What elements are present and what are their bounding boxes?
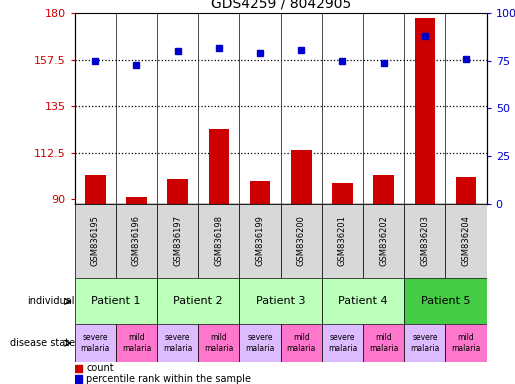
Text: mild
malaria: mild malaria	[369, 333, 399, 353]
Text: severe
malaria: severe malaria	[80, 333, 110, 353]
Bar	[404, 204, 445, 278]
Text: GSM836202: GSM836202	[379, 215, 388, 266]
Bar	[239, 324, 281, 362]
Text: Patient 3: Patient 3	[256, 296, 305, 306]
Bar	[363, 204, 404, 278]
Bar	[126, 197, 147, 204]
Bar	[373, 175, 394, 204]
Bar	[332, 183, 353, 204]
Bar	[445, 324, 487, 362]
Bar	[198, 324, 239, 362]
Bar	[75, 204, 116, 278]
Bar	[281, 324, 322, 362]
Bar	[404, 278, 487, 324]
Bar	[116, 324, 157, 362]
Bar	[250, 181, 270, 204]
Bar	[456, 177, 476, 204]
Bar	[281, 204, 322, 278]
Text: mild
malaria: mild malaria	[286, 333, 316, 353]
Bar	[239, 278, 322, 324]
Text: mild
malaria: mild malaria	[451, 333, 481, 353]
Bar	[445, 204, 487, 278]
Text: severe
malaria: severe malaria	[163, 333, 193, 353]
Text: mild
malaria: mild malaria	[204, 333, 234, 353]
Bar	[75, 375, 82, 383]
Title: GDS4259 / 8042905: GDS4259 / 8042905	[211, 0, 351, 11]
Text: count: count	[86, 363, 114, 373]
Text: severe
malaria: severe malaria	[328, 333, 357, 353]
Text: GSM836195: GSM836195	[91, 215, 100, 266]
Bar	[75, 365, 82, 372]
Text: GSM836197: GSM836197	[173, 215, 182, 266]
Bar	[85, 175, 106, 204]
Bar	[322, 204, 363, 278]
Bar	[157, 204, 198, 278]
Text: GSM836201: GSM836201	[338, 215, 347, 266]
Text: percentile rank within the sample: percentile rank within the sample	[86, 374, 251, 384]
Bar	[157, 324, 198, 362]
Text: severe
malaria: severe malaria	[245, 333, 275, 353]
Text: GSM836204: GSM836204	[461, 215, 471, 266]
Text: individual: individual	[27, 296, 75, 306]
Text: disease state: disease state	[10, 338, 75, 348]
Text: GSM836203: GSM836203	[420, 215, 430, 266]
Text: GSM836198: GSM836198	[214, 215, 224, 266]
Text: GSM836200: GSM836200	[297, 215, 306, 266]
Text: severe
malaria: severe malaria	[410, 333, 440, 353]
Bar	[322, 324, 363, 362]
Bar	[116, 204, 157, 278]
Text: Patient 4: Patient 4	[338, 296, 388, 306]
Text: Patient 5: Patient 5	[421, 296, 470, 306]
Text: GSM836199: GSM836199	[255, 215, 265, 266]
Bar	[209, 129, 229, 204]
Bar	[363, 324, 404, 362]
Bar	[75, 278, 157, 324]
Bar	[75, 324, 116, 362]
Bar	[291, 150, 312, 204]
Text: Patient 1: Patient 1	[91, 296, 141, 306]
Text: Patient 2: Patient 2	[174, 296, 223, 306]
Bar	[198, 204, 239, 278]
Bar	[322, 278, 404, 324]
Bar	[157, 278, 239, 324]
Bar	[415, 18, 435, 204]
Text: mild
malaria: mild malaria	[122, 333, 151, 353]
Bar	[404, 324, 445, 362]
Bar	[167, 179, 188, 204]
Text: GSM836196: GSM836196	[132, 215, 141, 266]
Bar	[239, 204, 281, 278]
